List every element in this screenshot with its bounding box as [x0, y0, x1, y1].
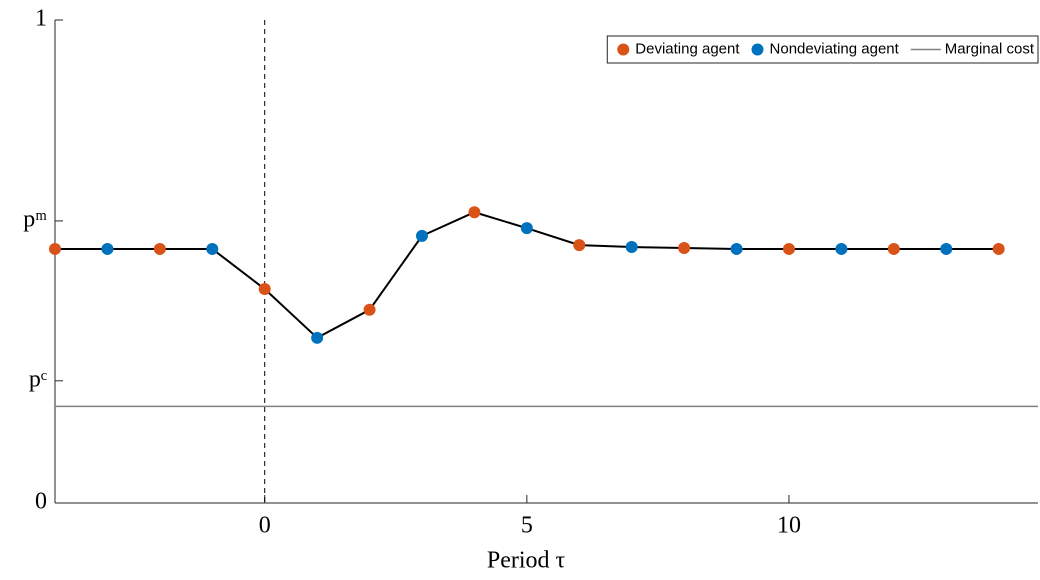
x-tick-label: 0	[259, 513, 271, 539]
x-tick-label: 5	[521, 513, 533, 539]
y-tick-label: 1	[35, 6, 47, 32]
x-tick-label: 10	[777, 513, 801, 539]
x-axis-label: Period τ	[487, 548, 566, 574]
data-point	[153, 242, 166, 255]
data-point	[730, 242, 743, 255]
y-tick-label: 0	[35, 489, 47, 515]
data-point	[49, 242, 61, 255]
legend-label: Nondeviating agent	[770, 40, 900, 57]
legend-box	[606, 35, 1039, 64]
data-point	[625, 241, 638, 254]
legend-marker	[617, 43, 630, 56]
data-point	[573, 239, 586, 252]
legend: Deviating agent Nondeviating agent Margina…	[606, 35, 1039, 64]
data-point	[415, 229, 428, 242]
data-point	[520, 222, 533, 235]
data-point	[887, 242, 900, 255]
data-point	[363, 303, 376, 316]
data-point	[258, 283, 271, 296]
legend-label: Deviating agent	[635, 40, 740, 57]
legend-marker	[751, 43, 764, 56]
data-point	[206, 242, 219, 255]
data-point	[992, 242, 1005, 255]
data-point	[835, 242, 848, 255]
y-tick-label: pᵐ	[23, 206, 47, 232]
data-point	[468, 206, 481, 219]
data-point	[101, 242, 114, 255]
y-tick-label: pᶜ	[29, 366, 47, 392]
data-point	[782, 242, 795, 255]
data-point	[940, 242, 953, 255]
legend-label: Marginal cost	[945, 40, 1035, 57]
data-point	[311, 331, 324, 344]
data-point	[678, 241, 691, 254]
